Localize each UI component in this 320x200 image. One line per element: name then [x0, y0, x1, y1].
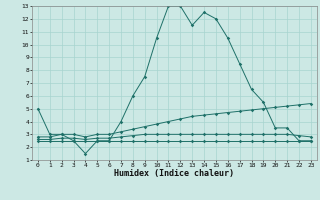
X-axis label: Humidex (Indice chaleur): Humidex (Indice chaleur): [115, 169, 234, 178]
